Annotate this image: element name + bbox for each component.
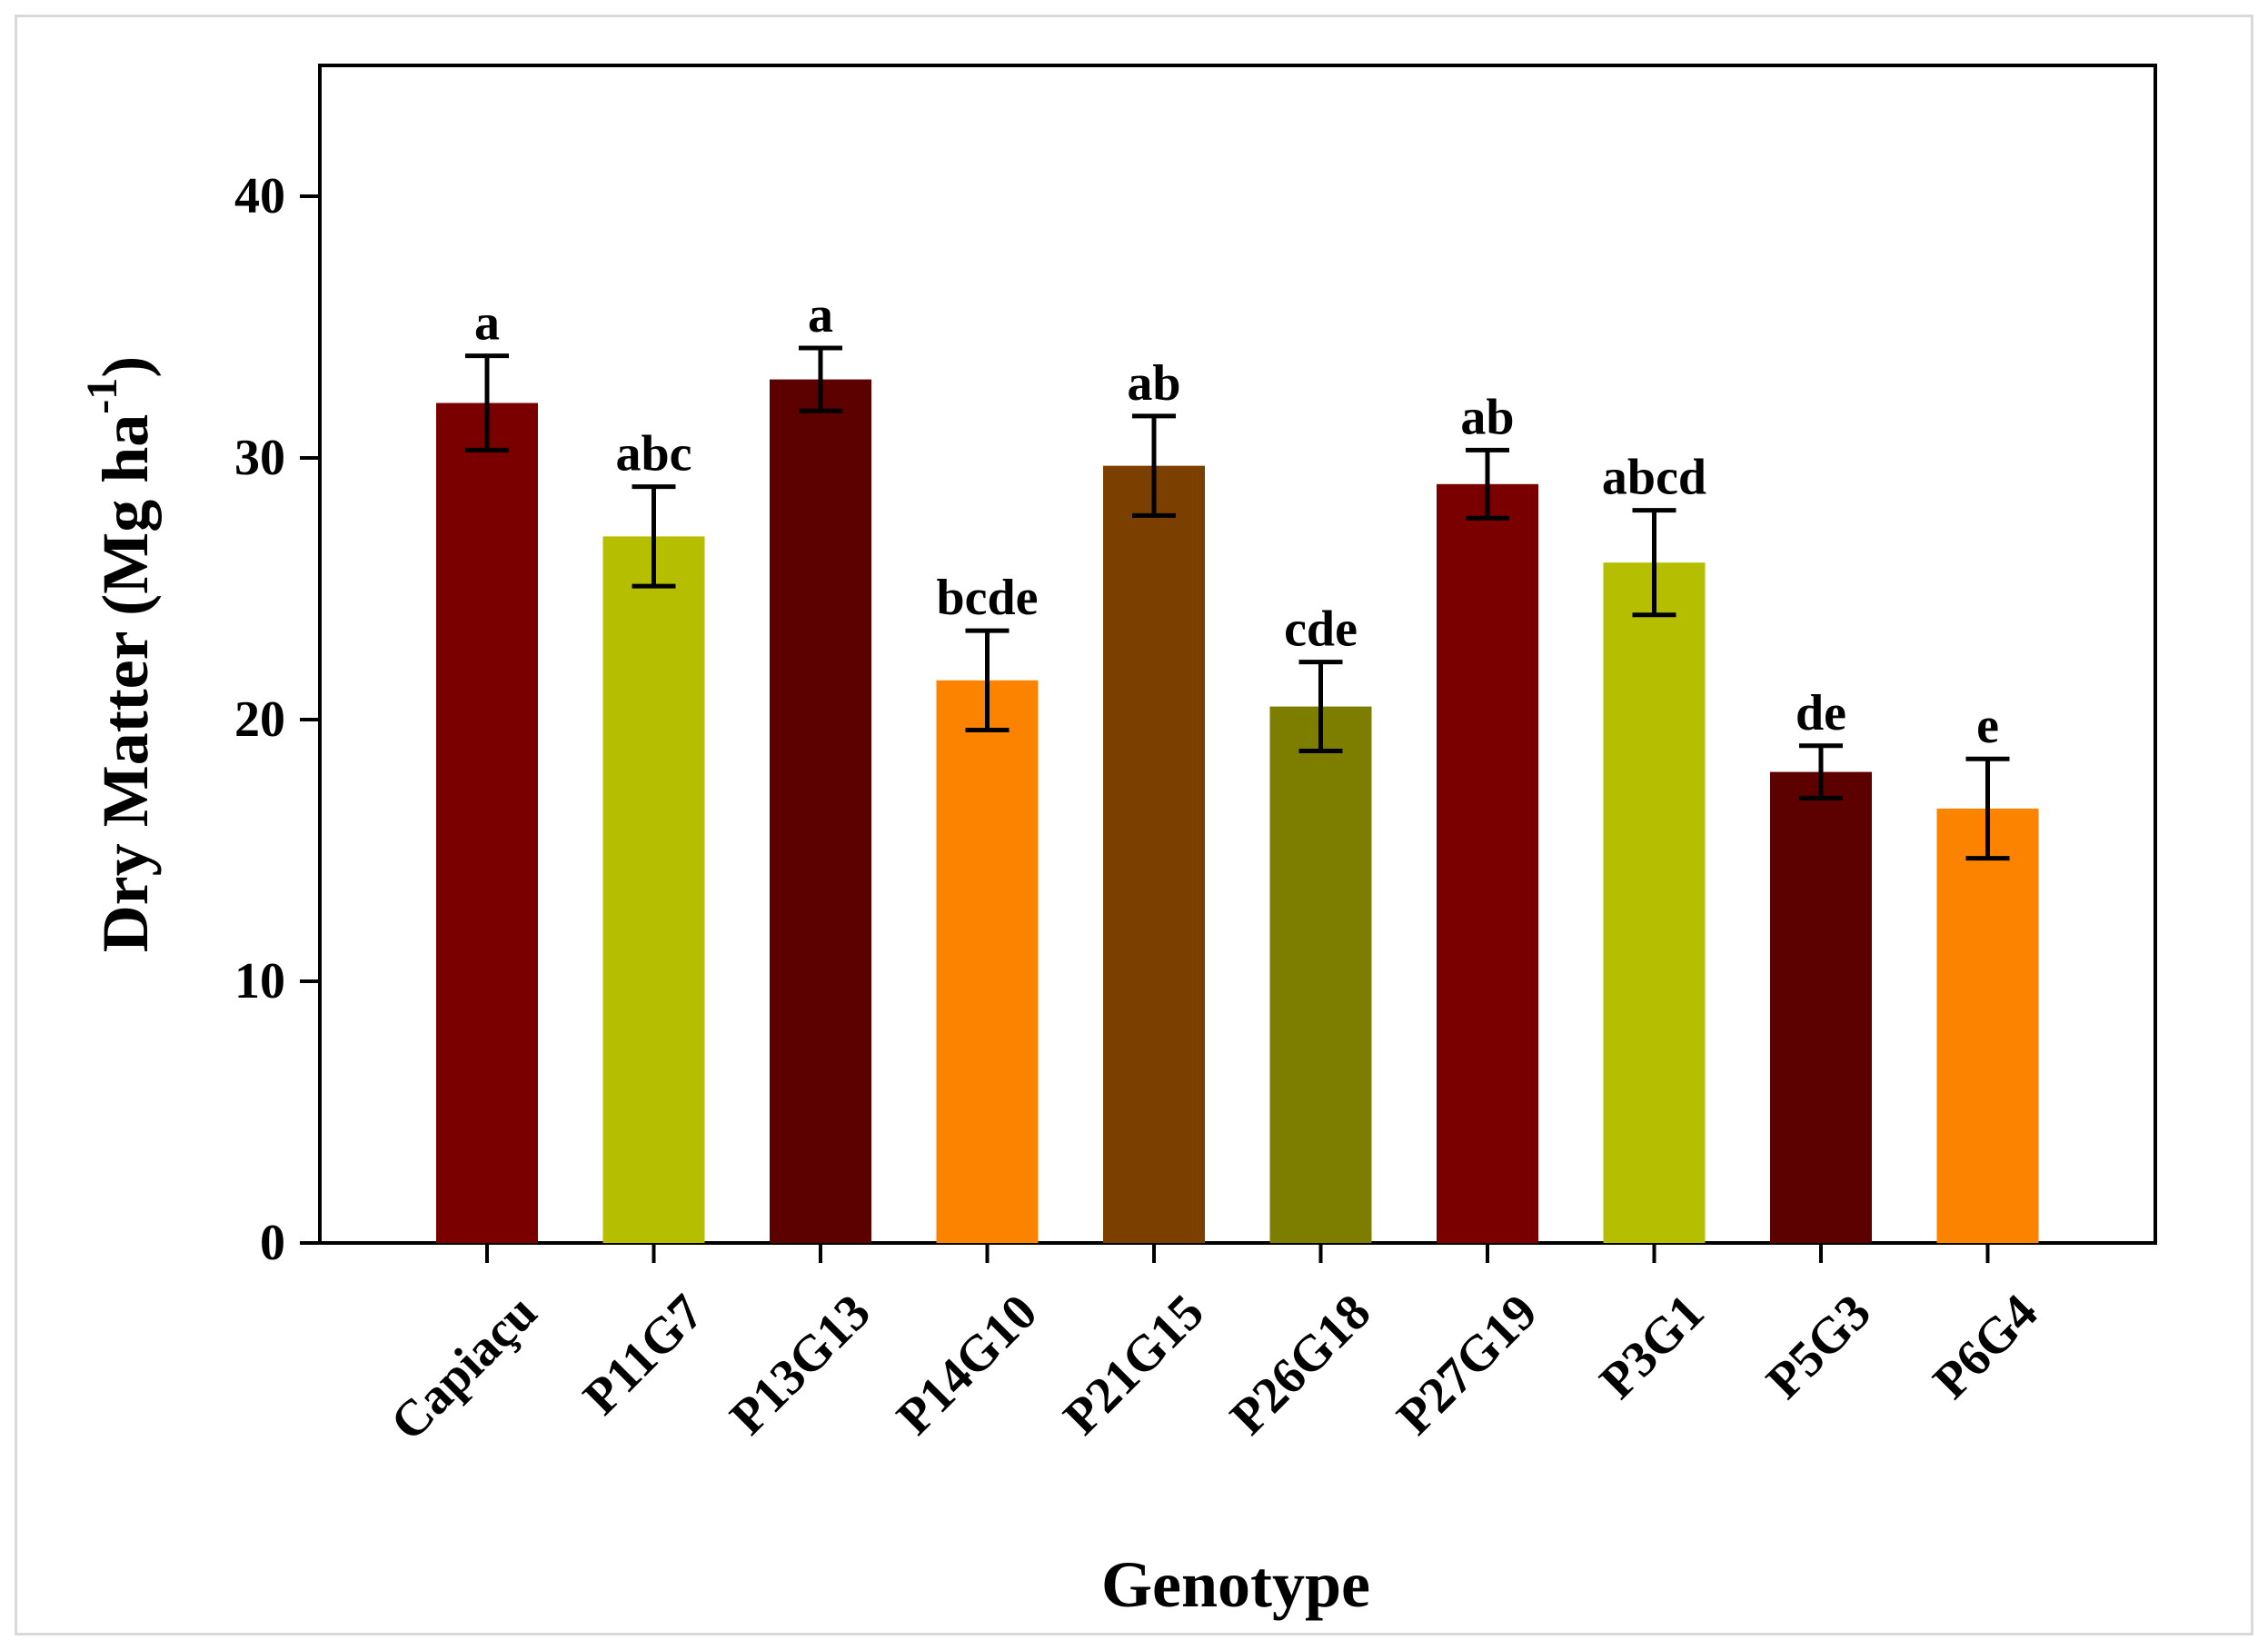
bar (1603, 562, 1706, 1243)
x-axis: Capiaçu P11G7 P13G13 P14G10 P21G15 P26G18 P27G… (380, 1243, 2048, 1452)
plot-area-border (318, 64, 2157, 1245)
x-tick-label: P11G7 (572, 1284, 714, 1426)
x-tick-label: Capiaçu (380, 1284, 548, 1452)
bar (436, 403, 538, 1243)
x-tick-label: P21G15 (1053, 1284, 1215, 1446)
y-tick-label: 40 (234, 168, 285, 224)
significance-letter: bcde (937, 570, 1039, 626)
x-tick-label: P14G10 (886, 1284, 1048, 1446)
significance-letter: cde (1284, 601, 1358, 658)
y-tick-label: 20 (234, 691, 285, 748)
bar (936, 680, 1039, 1243)
significance-letter: a (474, 295, 500, 352)
significance-letter: de (1796, 685, 1846, 741)
significance-letter: abcd (1602, 450, 1706, 506)
significance-letter: a (808, 287, 833, 343)
x-tick-label: P27G19 (1387, 1284, 1548, 1446)
bars-group (436, 379, 2039, 1244)
x-tick-label: P26G18 (1219, 1284, 1381, 1446)
bar (602, 536, 705, 1243)
x-axis-title: Genotype (1101, 1548, 1370, 1621)
y-axis-title-superscript: -1 (78, 378, 126, 414)
significance-letter: ab (1127, 355, 1180, 412)
y-tick-label: 30 (234, 430, 285, 486)
bar (770, 379, 871, 1244)
x-tick-label: P3G1 (1589, 1284, 1715, 1409)
y-axis-title-close: ) (89, 356, 162, 378)
bar (1936, 808, 2039, 1243)
bar (1103, 465, 1205, 1243)
y-axis-title-text: Dry Matter (Mg ha (89, 414, 162, 952)
y-tick-label: 0 (260, 1215, 285, 1271)
x-tick-label: P6G4 (1923, 1284, 2048, 1409)
error-bars-group (465, 345, 2010, 861)
y-axis-title: Dry Matter (Mg ha-1) (78, 356, 163, 952)
bar (1437, 483, 1538, 1243)
y-axis: 0 10 20 30 40 (234, 168, 320, 1271)
bar (1770, 771, 1872, 1243)
x-tick-label: P5G3 (1756, 1284, 1881, 1409)
bar (1269, 706, 1372, 1243)
significance-letter: e (1976, 698, 1999, 754)
y-tick-label: 10 (234, 953, 285, 1009)
x-tick-label: P13G13 (720, 1284, 881, 1446)
significance-letter: abc (616, 426, 692, 482)
significance-letter: ab (1460, 389, 1514, 445)
